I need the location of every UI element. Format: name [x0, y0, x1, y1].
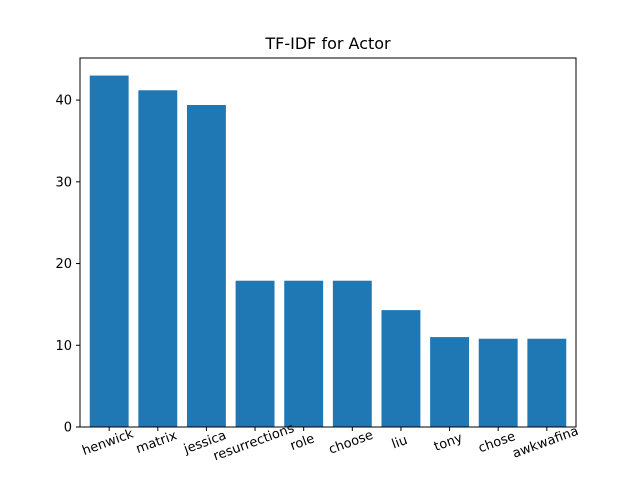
bar-matrix: [138, 90, 178, 427]
bar-resurrections: [235, 280, 275, 427]
y-tick-label: 0: [64, 421, 72, 436]
plot-frame: [79, 57, 577, 428]
y-tick-label: 30: [55, 175, 72, 190]
chart-title: TF-IDF for Actor: [264, 34, 391, 53]
y-tick-label: 10: [55, 339, 72, 354]
bar-choose: [332, 280, 372, 427]
bar-henwick: [89, 75, 129, 427]
bar-series: [89, 75, 567, 428]
bar-awkwafina: [527, 338, 567, 427]
bar-role: [284, 280, 324, 427]
y-tick-label: 40: [55, 94, 72, 109]
bar-jessica: [186, 104, 226, 428]
bar-liu: [381, 310, 421, 427]
y-axis: 0 10 20 30 40: [55, 94, 80, 436]
x-tick-label: liu: [390, 433, 410, 452]
bar-tony: [430, 337, 470, 427]
y-tick-label: 20: [55, 257, 72, 272]
bar-chose: [478, 338, 518, 427]
